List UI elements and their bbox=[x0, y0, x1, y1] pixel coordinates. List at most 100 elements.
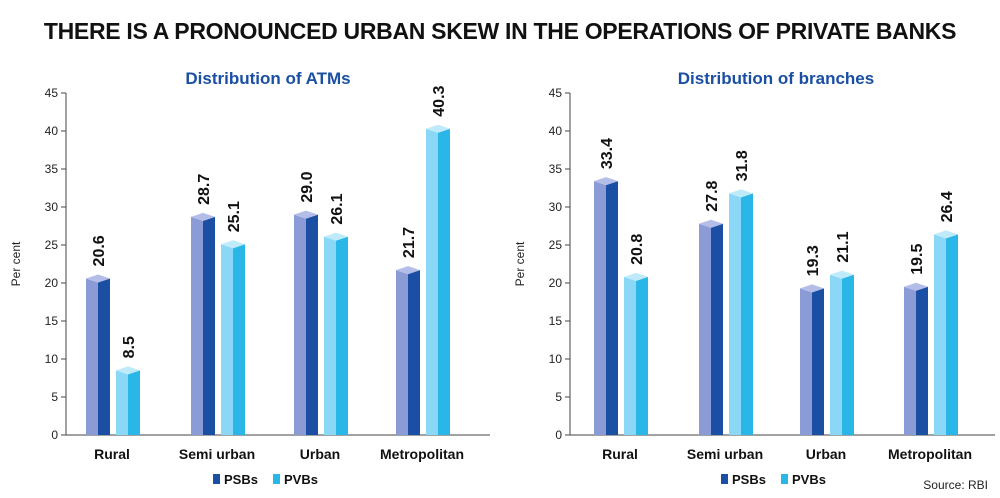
bar-front-face bbox=[336, 236, 348, 435]
bar-front-face bbox=[741, 193, 753, 435]
x-tick-label: Semi urban bbox=[687, 446, 763, 462]
bar-pvb-urban bbox=[830, 270, 854, 435]
bar-front-face bbox=[408, 270, 420, 435]
y-tick-label: 35 bbox=[45, 162, 59, 176]
x-tick-label: Rural bbox=[602, 446, 638, 462]
chart-title: Distribution of ATMs bbox=[185, 69, 350, 88]
legend-label: PSBs bbox=[224, 472, 258, 487]
y-tick-label: 45 bbox=[549, 86, 563, 100]
bar-psb-rural bbox=[86, 274, 110, 435]
y-tick-label: 0 bbox=[51, 428, 58, 442]
y-axis-label: Per cent bbox=[9, 241, 23, 286]
y-tick-label: 15 bbox=[45, 314, 59, 328]
y-tick-label: 5 bbox=[51, 390, 58, 404]
bar-side-face bbox=[294, 214, 306, 435]
data-label: 29.0 bbox=[299, 171, 316, 202]
bar-side-face bbox=[86, 278, 98, 435]
data-label: 21.1 bbox=[835, 231, 852, 262]
bar-top-face bbox=[904, 282, 928, 291]
y-tick-label: 25 bbox=[549, 238, 563, 252]
bar-pvb-urban bbox=[324, 232, 348, 435]
data-label: 20.6 bbox=[91, 235, 108, 266]
bar-psb-metropolitan bbox=[904, 282, 928, 435]
bar-psb-urban bbox=[800, 284, 824, 435]
data-label: 21.7 bbox=[401, 227, 418, 258]
x-tick-label: Rural bbox=[94, 446, 130, 462]
bar-side-face bbox=[221, 244, 233, 435]
bar-top-face bbox=[116, 366, 140, 375]
bar-top-face bbox=[830, 270, 854, 279]
legend-swatch bbox=[213, 474, 220, 484]
bar-pvb-rural bbox=[624, 272, 648, 435]
y-tick-label: 30 bbox=[549, 200, 563, 214]
bar-top-face bbox=[934, 230, 958, 239]
y-axis-label: Per cent bbox=[513, 241, 527, 286]
legend-label: PVBs bbox=[284, 472, 318, 487]
data-label: 19.5 bbox=[909, 244, 926, 275]
data-label: 33.4 bbox=[599, 138, 616, 169]
y-tick-label: 0 bbox=[555, 428, 562, 442]
bar-front-face bbox=[916, 286, 928, 435]
legend-swatch bbox=[273, 474, 280, 484]
bar-front-face bbox=[606, 181, 618, 435]
main-title: THERE IS A PRONOUNCED URBAN SKEW IN THE … bbox=[43, 18, 957, 44]
bar-front-face bbox=[233, 244, 245, 435]
y-tick-label: 5 bbox=[555, 390, 562, 404]
data-label: 28.7 bbox=[196, 174, 213, 205]
bar-top-face bbox=[699, 219, 723, 228]
data-label: 27.8 bbox=[704, 180, 721, 211]
y-tick-label: 20 bbox=[45, 276, 59, 290]
bar-pvb-semi-urban bbox=[729, 189, 753, 435]
bar-front-face bbox=[98, 278, 110, 435]
chart-panel-1: Distribution of ATMs 0 5 10 15 20 25 30 35 40 45 Pe… bbox=[9, 69, 490, 487]
data-label: 8.5 bbox=[121, 336, 138, 358]
bar-psb-semi-urban bbox=[699, 219, 723, 435]
bar-pvb-semi-urban bbox=[221, 240, 245, 435]
y-tick-label: 45 bbox=[45, 86, 59, 100]
bar-psb-rural bbox=[594, 177, 618, 435]
bar-front-face bbox=[812, 288, 824, 435]
bar-pvb-metropolitan bbox=[934, 230, 958, 435]
y-tick-label: 40 bbox=[45, 124, 59, 138]
source-note: Source: RBI bbox=[923, 478, 988, 492]
y-tick-label: 40 bbox=[549, 124, 563, 138]
legend-swatch bbox=[721, 474, 728, 484]
bar-side-face bbox=[396, 270, 408, 435]
data-label: 20.8 bbox=[629, 234, 646, 265]
chart-panel-2: Distribution of branches 0 5 10 15 20 25 30 35 40… bbox=[513, 69, 995, 487]
legend-label: PVBs bbox=[792, 472, 826, 487]
bar-top-face bbox=[624, 272, 648, 281]
bar-top-face bbox=[594, 177, 618, 186]
bar-top-face bbox=[729, 189, 753, 198]
bar-psb-semi-urban bbox=[191, 212, 215, 435]
bar-side-face bbox=[800, 288, 812, 435]
x-tick-label: Semi urban bbox=[179, 446, 255, 462]
x-tick-label: Metropolitan bbox=[888, 446, 972, 462]
bar-front-face bbox=[711, 223, 723, 435]
bar-top-face bbox=[294, 210, 318, 219]
bar-top-face bbox=[86, 274, 110, 283]
y-tick-label: 10 bbox=[549, 352, 563, 366]
bar-side-face bbox=[191, 216, 203, 435]
bar-side-face bbox=[116, 370, 128, 435]
y-tick-label: 20 bbox=[549, 276, 563, 290]
bar-top-face bbox=[221, 240, 245, 249]
y-tick-label: 25 bbox=[45, 238, 59, 252]
x-tick-label: Metropolitan bbox=[380, 446, 464, 462]
bar-psb-metropolitan bbox=[396, 266, 420, 435]
data-label: 26.4 bbox=[939, 191, 956, 222]
bar-side-face bbox=[624, 276, 636, 435]
bar-pvb-metropolitan bbox=[426, 124, 450, 435]
bar-front-face bbox=[946, 234, 958, 435]
bar-side-face bbox=[729, 193, 741, 435]
legend: PSBs PVBs bbox=[721, 472, 826, 487]
bar-side-face bbox=[830, 274, 842, 435]
bar-side-face bbox=[426, 128, 438, 435]
bar-top-face bbox=[426, 124, 450, 133]
bar-front-face bbox=[203, 216, 215, 435]
bar-side-face bbox=[904, 286, 916, 435]
y-tick-label: 10 bbox=[45, 352, 59, 366]
x-tick-label: Urban bbox=[806, 446, 846, 462]
bar-top-face bbox=[191, 212, 215, 221]
